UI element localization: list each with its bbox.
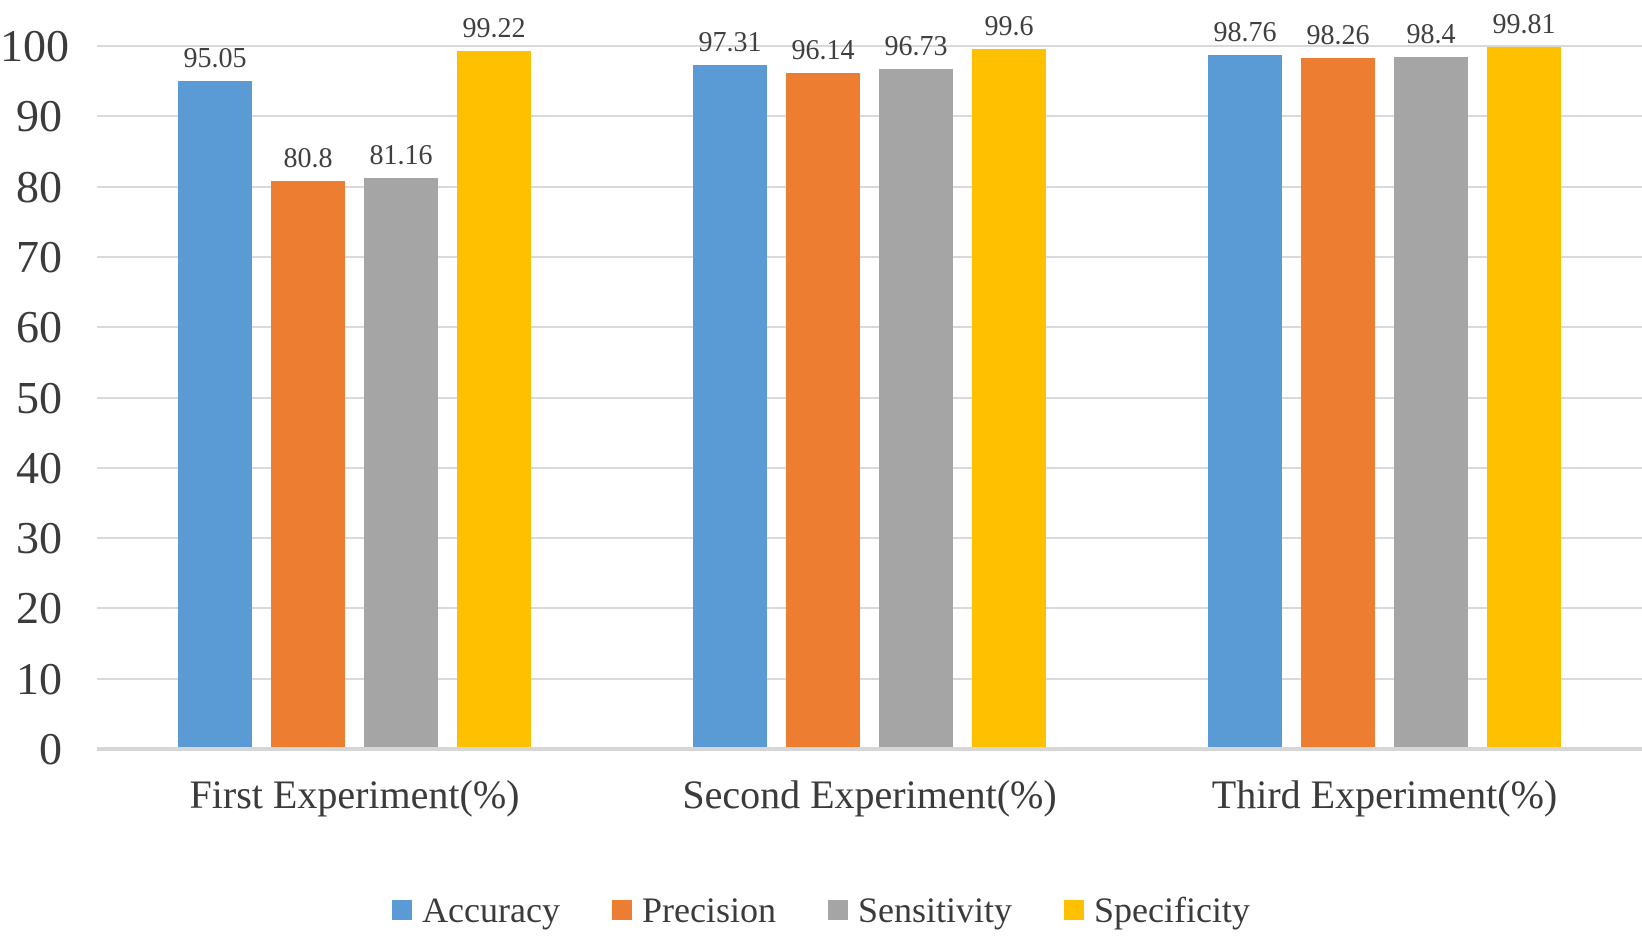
bar-precision [1301, 58, 1375, 749]
gridline [97, 255, 1642, 258]
bar-value-label: 95.05 [183, 42, 247, 74]
bar-sensitivity [879, 68, 953, 749]
gridline [97, 677, 1642, 680]
y-axis-tick-label: 0 [39, 723, 62, 774]
bar-precision [786, 73, 860, 749]
legend-label: Sensitivity [857, 890, 1012, 930]
gridline [97, 537, 1642, 540]
x-axis-category-label: Third Experiment(%) [1211, 772, 1558, 817]
legend-item-specificity: Specificity [1063, 890, 1250, 930]
gridline [97, 607, 1642, 610]
bar-value-label: 81.16 [369, 140, 433, 172]
y-axis-tick-label: 100 [0, 20, 69, 71]
legend-item-sensitivity: Sensitivity [827, 890, 1012, 930]
y-axis-tick-label: 80 [16, 160, 62, 212]
bar-value-label: 80.8 [283, 142, 333, 174]
x-axis-category-label: Second Experiment(%) [682, 772, 1057, 817]
legend-swatch-precision-icon [611, 900, 632, 920]
gridline [97, 185, 1642, 188]
x-axis-category-label: First Experiment(%) [189, 772, 520, 817]
y-axis-tick-label: 30 [16, 512, 62, 564]
y-axis-tick-label: 70 [16, 230, 62, 282]
bar-value-label: 97.31 [698, 26, 762, 58]
y-axis-tick-label: 60 [16, 301, 62, 353]
bar-sensitivity [364, 178, 438, 749]
y-axis-tick-label: 90 [16, 90, 62, 142]
legend-item-precision: Precision [611, 890, 776, 930]
gridline [97, 466, 1642, 469]
legend-label: Specificity [1093, 890, 1250, 930]
bar-accuracy [178, 80, 252, 749]
bar-value-label: 96.73 [884, 30, 948, 62]
gridline [97, 115, 1642, 118]
bar-specificity [972, 48, 1046, 749]
legend-item-accuracy: Accuracy [392, 890, 560, 930]
y-axis-tick-label: 20 [16, 582, 62, 634]
legend-swatch-specificity-icon [1063, 900, 1084, 920]
bar-value-label: 99.81 [1492, 9, 1556, 41]
legend: Accuracy Precision Sensitivity Specificity [0, 890, 1642, 930]
legend-label: Precision [641, 890, 776, 930]
x-axis-line [97, 747, 1642, 751]
legend-swatch-accuracy-icon [392, 900, 413, 920]
y-axis-tick-label: 40 [16, 441, 62, 493]
bar-specificity [1487, 47, 1561, 749]
bar-accuracy [693, 64, 767, 749]
y-axis-tick-label: 50 [16, 371, 62, 423]
bar-value-label: 98.76 [1213, 16, 1277, 48]
bar-value-label: 98.26 [1306, 20, 1370, 52]
gridline [97, 45, 1642, 47]
legend-label: Accuracy [422, 890, 560, 930]
bar-value-label: 96.14 [791, 35, 855, 67]
bar-sensitivity [1394, 57, 1468, 749]
bar-specificity [457, 51, 531, 749]
bar-value-label: 99.6 [984, 10, 1034, 42]
bar-value-label: 99.22 [462, 13, 526, 45]
y-axis-tick-label: 10 [16, 652, 62, 704]
legend-swatch-sensitivity-icon [827, 900, 848, 920]
bar-value-label: 98.4 [1406, 19, 1456, 51]
bar-precision [271, 180, 345, 749]
bar-accuracy [1208, 54, 1282, 749]
gridline [97, 396, 1642, 399]
gridline [97, 326, 1642, 329]
